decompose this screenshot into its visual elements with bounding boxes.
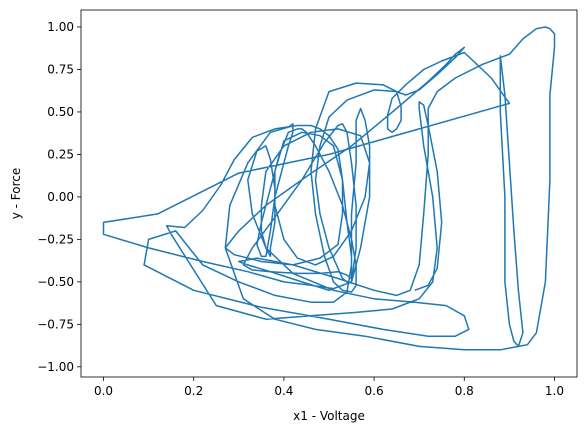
- x-tick-label: 0.0: [94, 384, 113, 398]
- y-tick-label: −0.50: [37, 275, 74, 289]
- y-axis-label: y - Force: [9, 168, 23, 220]
- y-tick-label: 0.00: [47, 190, 74, 204]
- x-tick-label: 0.6: [365, 384, 384, 398]
- x-tick-label: 0.4: [274, 384, 293, 398]
- y-tick-label: −0.25: [37, 232, 74, 246]
- y-tick-label: 0.75: [47, 62, 74, 76]
- x-tick-label: 0.8: [455, 384, 474, 398]
- x-tick-label: 1.0: [545, 384, 564, 398]
- y-tick-label: 0.25: [47, 147, 74, 161]
- y-tick-label: −1.00: [37, 360, 74, 374]
- y-tick-label: 0.50: [47, 105, 74, 119]
- series-line-0: [102, 26, 556, 351]
- y-tick-label: 1.00: [47, 20, 74, 34]
- plot-frame: [80, 9, 578, 378]
- x-axis-label: x1 - Voltage: [293, 409, 365, 423]
- plot-area: [102, 26, 556, 351]
- y-tick-label: −0.75: [37, 317, 74, 331]
- x-tick-label: 0.2: [184, 384, 203, 398]
- x-axis: 0.0 0.2 0.4 0.6 0.8 1.0: [94, 377, 564, 398]
- y-axis: −1.00 −0.75 −0.50 −0.25 0.00 0.25 0.50 0.75 1.00: [37, 20, 81, 374]
